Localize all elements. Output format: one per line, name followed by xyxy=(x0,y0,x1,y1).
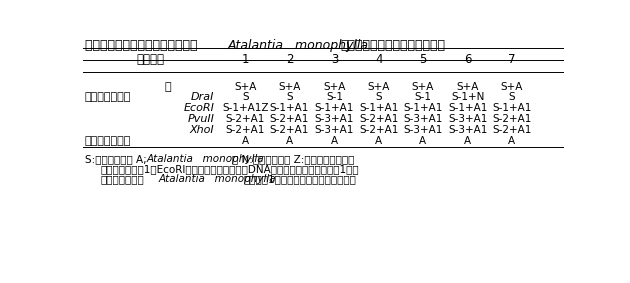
Text: A: A xyxy=(375,136,382,145)
Text: S-2+A1: S-2+A1 xyxy=(359,125,398,135)
Text: Atalantia   monophylla: Atalantia monophylla xyxy=(227,38,369,52)
Text: A: A xyxy=(508,136,515,145)
Text: の属間体細胞雑種のサザン解析: の属間体細胞雑種のサザン解析 xyxy=(341,38,445,52)
Text: S-1+A1: S-1+A1 xyxy=(492,103,532,113)
Text: ミトコンドリア: ミトコンドリア xyxy=(85,93,131,102)
Text: S-1+A1: S-1+A1 xyxy=(359,103,398,113)
Text: A: A xyxy=(242,136,249,145)
Text: S-2+A1: S-2+A1 xyxy=(270,125,309,135)
Text: 3: 3 xyxy=(331,53,338,66)
Text: A: A xyxy=(331,136,338,145)
Text: S-3+A1: S-3+A1 xyxy=(448,114,488,124)
Text: S-2+A1: S-2+A1 xyxy=(270,114,309,124)
Text: S-3+A1: S-3+A1 xyxy=(403,114,442,124)
Text: S-2+A1: S-2+A1 xyxy=(492,114,532,124)
Text: S-2+A1: S-2+A1 xyxy=(226,125,265,135)
Text: 1: 1 xyxy=(242,53,249,66)
Text: S: S xyxy=(508,93,515,102)
Text: 5: 5 xyxy=(419,53,427,66)
Text: S: S xyxy=(286,93,293,102)
Text: S+A: S+A xyxy=(367,82,390,92)
Text: Atalantia   monophylla: Atalantia monophylla xyxy=(159,174,276,184)
Text: 4: 4 xyxy=(375,53,382,66)
Text: S-1: S-1 xyxy=(326,93,343,102)
Text: S: S xyxy=(242,93,249,102)
Text: PvuII: PvuII xyxy=(188,114,214,124)
Text: A: A xyxy=(464,136,471,145)
Text: S:セミノール， A;: S:セミノール， A; xyxy=(85,154,147,164)
Text: S-2+A1: S-2+A1 xyxy=(492,125,532,135)
Text: S+A: S+A xyxy=(457,82,479,92)
Text: A: A xyxy=(286,136,293,145)
Text: S-1: S-1 xyxy=(415,93,432,102)
Text: S-1+A1: S-1+A1 xyxy=(448,103,488,113)
Text: 表１　カンキツ（セミノール）と: 表１ カンキツ（セミノール）と xyxy=(85,38,202,52)
Text: 6: 6 xyxy=(464,53,471,66)
Text: 2: 2 xyxy=(286,53,294,66)
Text: クロロプラスト: クロロプラスト xyxy=(85,136,131,145)
Text: S-2+A1: S-2+A1 xyxy=(359,114,398,124)
Text: S-2+A1: S-2+A1 xyxy=(226,114,265,124)
Text: XhoI: XhoI xyxy=(190,125,214,135)
Text: S+A: S+A xyxy=(323,82,346,92)
Text: S+A: S+A xyxy=(234,82,256,92)
Text: S-1+A1: S-1+A1 xyxy=(315,103,354,113)
Text: ， N:新規バンド， Z:数字はバンドの数: ， N:新規バンド， Z:数字はバンドの数 xyxy=(232,154,355,164)
Text: バンドの欠失と: バンドの欠失と xyxy=(100,174,144,184)
Text: S-3+A1: S-3+A1 xyxy=(315,125,354,135)
Text: 7: 7 xyxy=(508,53,516,66)
Text: S-1+A1: S-1+A1 xyxy=(403,103,442,113)
Text: EcoRI: EcoRI xyxy=(183,103,214,113)
Text: S: S xyxy=(375,93,382,102)
Text: S-3+A1: S-3+A1 xyxy=(315,114,354,124)
Text: S+A: S+A xyxy=(411,82,434,92)
Text: A: A xyxy=(420,136,427,145)
Text: DraI: DraI xyxy=(191,93,214,102)
Text: Atalantia   monophylla: Atalantia monophylla xyxy=(147,154,265,164)
Text: S-1+A1: S-1+A1 xyxy=(270,103,309,113)
Text: S+A: S+A xyxy=(501,82,523,92)
Text: 特異的な1本のバンドの移行が見られる: 特異的な1本のバンドの移行が見られる xyxy=(243,174,356,184)
Text: S-1+N: S-1+N xyxy=(451,93,484,102)
Text: 核: 核 xyxy=(164,82,171,92)
Text: S-3+A1: S-3+A1 xyxy=(448,125,488,135)
Text: S+A: S+A xyxy=(278,82,301,92)
Text: クローン: クローン xyxy=(137,53,165,66)
Text: 例えばクローン1のEcoRI処理したミトコンドリDNAではセミノール特異的な1本の: 例えばクローン1のEcoRI処理したミトコンドリDNAではセミノール特異的な1本… xyxy=(100,164,359,174)
Text: S-1+A1Z: S-1+A1Z xyxy=(222,103,268,113)
Text: S-3+A1: S-3+A1 xyxy=(403,125,442,135)
